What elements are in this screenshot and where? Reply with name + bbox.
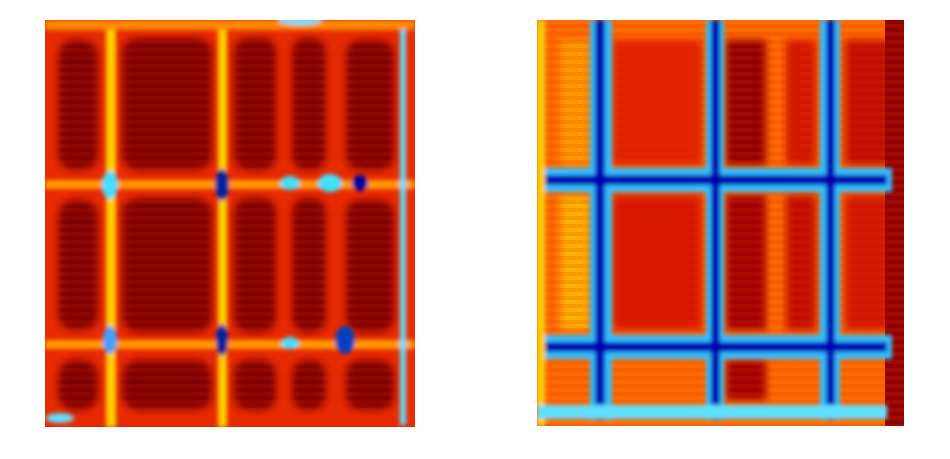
- heatmap-left: [45, 20, 415, 427]
- heatmap-texture: [45, 20, 415, 427]
- heatmap-right: [537, 20, 904, 426]
- heatmap-ridges: [45, 20, 415, 427]
- heatmap-ridges: [537, 20, 892, 426]
